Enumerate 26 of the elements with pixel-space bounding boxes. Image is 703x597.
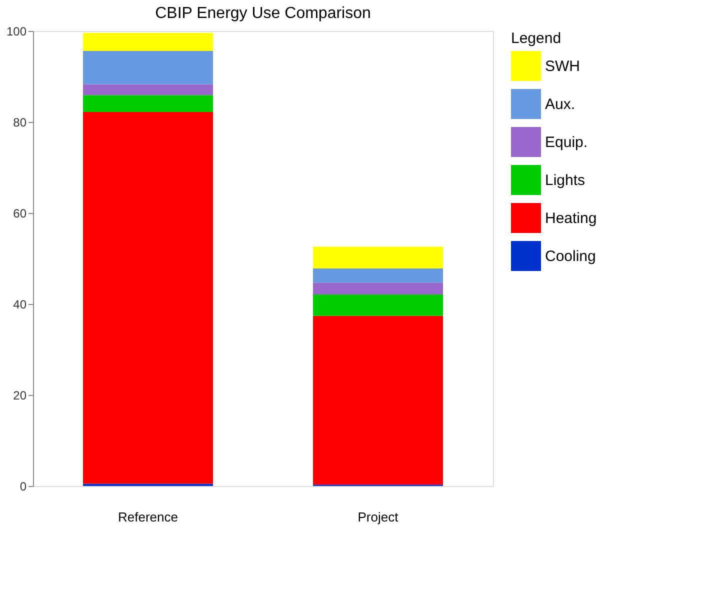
y-tick-label: 80: [13, 116, 27, 130]
bar: [83, 51, 213, 84]
y-tick-label: 0: [20, 480, 27, 494]
bar: [83, 112, 213, 484]
legend-label: SWH: [545, 58, 580, 75]
y-tick-label: 60: [13, 206, 27, 220]
legend-label: Cooling: [545, 248, 596, 265]
bar: [313, 294, 443, 316]
legend-title: Legend: [511, 30, 562, 47]
bar: [313, 316, 443, 485]
legend-label: Aux.: [545, 96, 576, 113]
chart-title: CBIP Energy Use Comparison: [155, 5, 371, 22]
x-tick-label: Project: [358, 510, 399, 524]
bar: [313, 282, 443, 294]
legend-label: Lights: [545, 172, 586, 189]
bar: [313, 268, 443, 283]
y-tick-label: 40: [13, 298, 27, 312]
bar: [83, 95, 213, 112]
legend-label: Equip.: [545, 134, 588, 151]
x-tick-label: Reference: [118, 510, 178, 524]
bar: [313, 246, 443, 269]
y-tick-label: 20: [13, 388, 27, 402]
bar: [83, 32, 213, 52]
legend-label: Heating: [545, 210, 597, 227]
bar: [83, 84, 213, 96]
y-tick-label: 100: [6, 24, 27, 38]
